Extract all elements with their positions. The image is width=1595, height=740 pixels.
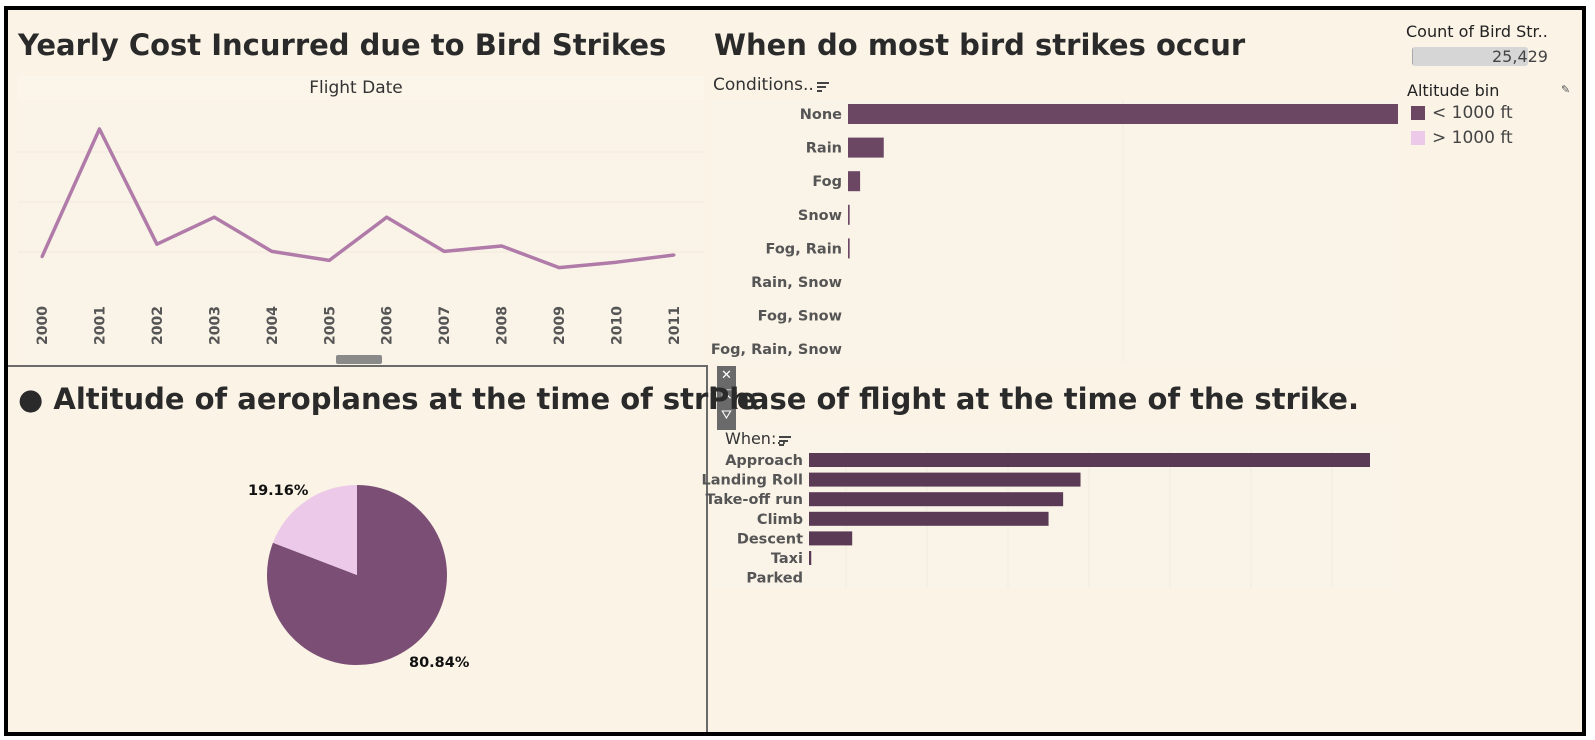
dashboard: Yearly Cost Incurred due to Bird Strikes… <box>4 6 1586 736</box>
conditions-chart-title: When do most bird strikes occur <box>714 28 1246 62</box>
line-chart-point <box>155 242 159 246</box>
conditions-bar-chart[interactable]: None Rain Fog Snow Fog, Rain Rain, Snow Fog, S… <box>8 10 1408 370</box>
phase-chart-title: PPhase of flight at the time of the stri… <box>708 382 1359 416</box>
phase-chart-title-text: Phase of flight at the time of the strik… <box>708 382 1359 416</box>
line-chart-tick-label: 2010 <box>610 306 626 345</box>
pie-slice <box>272 485 357 575</box>
pie-chart[interactable]: 80.84% 19.16% <box>8 10 708 736</box>
phase-category-label: Taxi <box>771 551 803 567</box>
line-chart-tick-label: 2008 <box>495 306 511 345</box>
line-chart-point <box>270 249 274 253</box>
conditions-bar <box>848 204 850 225</box>
line-chart-tick-label: 2000 <box>35 306 51 345</box>
line-chart-tick-label: 2009 <box>552 306 568 345</box>
conditions-category-label: None <box>800 107 842 123</box>
conditions-category-label: Fog <box>812 174 842 190</box>
phase-sort-icon[interactable] <box>779 436 791 446</box>
line-chart-point <box>500 244 504 248</box>
line-chart-tick-label: 2007 <box>437 306 453 345</box>
line-chart-point <box>97 127 101 131</box>
line-chart-tick-label: 2006 <box>380 306 396 345</box>
phase-bar-chart[interactable]: Approach Landing Roll Take-off run Climb Des… <box>8 10 1408 736</box>
count-legend-title: Count of Bird Str.. <box>1406 22 1548 41</box>
phase-category-label: Parked <box>746 571 803 587</box>
open-link-icon[interactable]: ⇱ <box>721 388 732 403</box>
conditions-plot-band <box>712 100 1398 362</box>
line-chart-tick-label: 2001 <box>92 306 108 345</box>
phase-category-label: Descent <box>737 531 803 547</box>
line-chart-header-band <box>18 76 704 100</box>
count-legend-bar <box>1412 47 1528 66</box>
line-chart-point <box>40 255 44 259</box>
line-chart-tick-label: 2011 <box>667 306 683 345</box>
conditions-category-label: Rain <box>806 141 842 157</box>
line-chart-title: Yearly Cost Incurred due to Bird Strikes <box>18 28 667 62</box>
resize-handle[interactable] <box>336 355 382 364</box>
phase-category-label: Climb <box>757 512 803 528</box>
conditions-category-label: Fog, Snow <box>758 309 842 325</box>
legend-swatch-below-1000 <box>1411 106 1425 120</box>
phase-bar <box>809 531 853 546</box>
legend-label-above-1000[interactable]: > 1000 ft <box>1432 128 1513 148</box>
count-legend-fill <box>1412 47 1414 66</box>
count-legend-value: 25,429 <box>1492 47 1548 66</box>
line-chart[interactable]: 2000 2001 2002 2003 2004 2005 2006 2007 2008 2009… <box>8 10 708 370</box>
line-chart-axis-label: Flight Date <box>309 78 403 98</box>
line-chart-point <box>327 258 331 262</box>
altitude-legend-title: Altitude bin <box>1407 81 1500 100</box>
line-chart-tick-label: 2002 <box>150 306 166 345</box>
filter-icon[interactable]: ⛛ <box>721 408 732 423</box>
conditions-bar <box>848 104 1398 124</box>
line-chart-point <box>385 215 389 219</box>
phase-category-label: Approach <box>725 453 803 469</box>
pie-label-above-1000: 19.16% <box>248 483 309 499</box>
conditions-category-label: Snow <box>798 208 842 224</box>
conditions-header[interactable]: Conditions.. <box>713 75 814 95</box>
phase-bar <box>809 511 1049 526</box>
panel-divider-horizontal <box>8 365 708 367</box>
conditions-category-label: Fog, Rain <box>766 241 842 257</box>
line-chart-series <box>40 127 675 270</box>
edit-icon[interactable]: ✎ <box>1561 83 1571 96</box>
phase-category-label: Landing Roll <box>701 473 803 489</box>
conditions-category-label: Fog, Rain, Snow <box>711 342 842 358</box>
panel-divider-vertical <box>706 365 708 732</box>
conditions-sort-icon[interactable] <box>817 82 829 92</box>
phase-bar <box>809 453 1370 467</box>
phase-bar <box>809 492 1064 507</box>
line-chart-point <box>672 253 676 257</box>
phase-header[interactable]: When:.. <box>725 429 787 448</box>
line-chart-point <box>212 215 216 219</box>
phase-bar <box>809 472 1081 487</box>
conditions-bar <box>848 171 861 192</box>
line-chart-plot-band <box>18 102 704 364</box>
phase-category-label: Take-off run <box>706 492 803 508</box>
pie-chart-title: ● Altitude of aeroplanes at the time of … <box>18 382 757 416</box>
line-chart-point <box>442 249 446 253</box>
line-chart-tick-label: 2005 <box>322 306 338 345</box>
pie-label-below-1000: 80.84% <box>409 655 470 671</box>
line-chart-tick-label: 2004 <box>265 306 281 345</box>
line-chart-tick-label: 2003 <box>207 306 223 345</box>
legend-label-below-1000[interactable]: < 1000 ft <box>1432 103 1513 123</box>
conditions-category-label: Rain, Snow <box>751 275 842 291</box>
conditions-bar <box>848 238 850 259</box>
legend-swatch-above-1000 <box>1411 131 1425 145</box>
close-icon[interactable]: ✕ <box>721 368 732 383</box>
line-chart-point <box>615 260 619 264</box>
conditions-bar <box>848 137 884 158</box>
phase-bar <box>809 551 812 565</box>
line-chart-point <box>557 266 561 270</box>
